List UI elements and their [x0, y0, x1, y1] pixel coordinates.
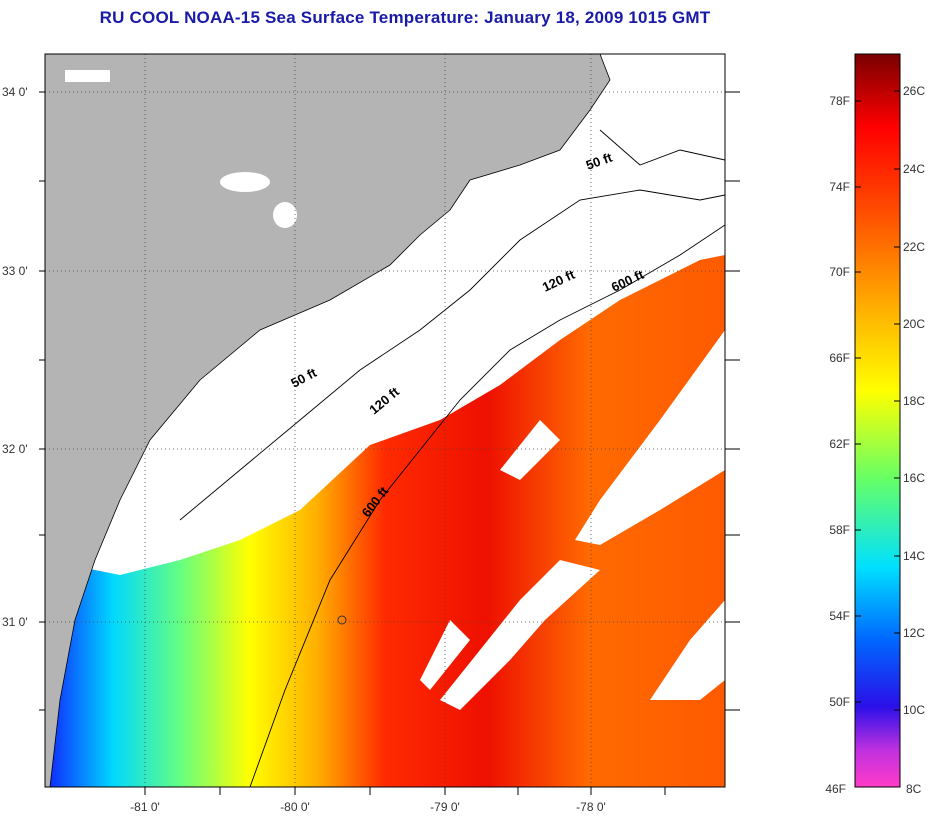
colorbar-f-label: 50F	[829, 695, 850, 709]
lat-label: 33 0'	[2, 264, 28, 278]
colorbar-gradient	[854, 53, 901, 788]
lat-label: 34 0'	[2, 85, 28, 99]
cloud-mask	[420, 330, 725, 710]
lon-label: -79 0'	[430, 800, 460, 814]
colorbar-c-label: 16C	[903, 471, 925, 485]
colorbar-f-label: 58F	[829, 523, 850, 537]
lon-label: -81 0'	[130, 800, 160, 814]
lat-label: 32 0'	[2, 442, 28, 456]
page-title: RU COOL NOAA-15 Sea Surface Temperature:…	[99, 8, 711, 27]
colorbar-f-label: 70F	[829, 265, 850, 279]
colorbar-c-label: 22C	[903, 240, 925, 254]
inland-clouds	[65, 70, 297, 228]
colorbar-f-label: 62F	[829, 437, 850, 451]
colorbar-ticks	[855, 90, 900, 711]
colorbar-c-label: 12C	[903, 626, 925, 640]
colorbar-c-label: 8C	[906, 782, 922, 796]
colorbar-c-label: 18C	[903, 394, 925, 408]
map-panel: 50 ft 120 ft 600 ft 50 ft 120 ft 600 ft	[45, 54, 725, 787]
sst-field	[45, 255, 725, 787]
colorbar-f-label: 46F	[825, 782, 846, 796]
colorbar-f-label: 74F	[829, 180, 850, 194]
colorbar-c-label: 24C	[903, 162, 925, 176]
colorbar-f-label: 66F	[829, 351, 850, 365]
colorbar-c-label: 26C	[903, 84, 925, 98]
isobath-lines	[179, 129, 725, 787]
colorbar-c-label: 20C	[903, 317, 925, 331]
lon-label: -80 0'	[280, 800, 310, 814]
colorbar-f-label: 78F	[829, 94, 850, 108]
lon-label: -78 0'	[576, 800, 606, 814]
map-ticks	[39, 91, 740, 795]
colorbar-c-label: 14C	[903, 549, 925, 563]
map-frame	[44, 53, 726, 788]
land-mask	[45, 54, 611, 787]
graticule	[45, 54, 725, 787]
lat-label: 31 0'	[2, 615, 28, 629]
buoy-marker	[337, 615, 347, 625]
colorbar-c-label: 10C	[903, 703, 925, 717]
colorbar: 78F 74F 70F 66F 62F 58F 54F 50F 46F 26C …	[825, 53, 925, 796]
colorbar-f-label: 54F	[829, 609, 850, 623]
